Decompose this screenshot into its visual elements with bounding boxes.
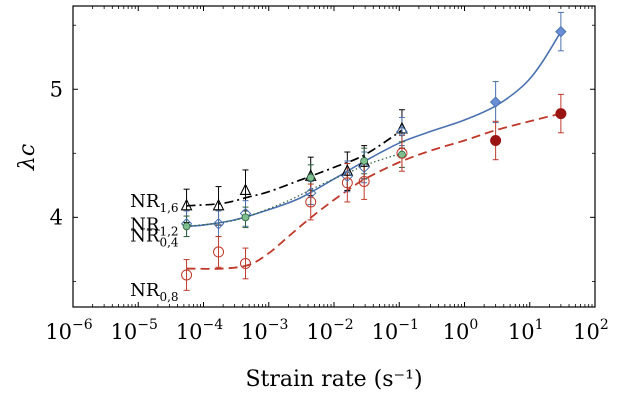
marker-0-8: [213, 246, 225, 258]
series-label-main: NR: [130, 225, 160, 246]
x-tick-exponent: −5: [137, 317, 158, 333]
series-label-0-8: NR0,8: [130, 280, 178, 304]
x-tick-base: 10: [176, 320, 203, 344]
marker-1-6: [212, 198, 225, 211]
y-axis-label-text: λc: [15, 144, 40, 171]
marker-1-2: [555, 25, 567, 38]
marker-0-4: [306, 173, 315, 182]
marker-0-4: [360, 157, 369, 165]
marker-1-6: [341, 163, 354, 176]
y-tick-label: 4: [50, 205, 63, 229]
series-label-1-6: NR1,6: [130, 191, 178, 215]
x-tick-exponent: 0: [469, 317, 478, 333]
x-tick-exponent: −6: [72, 317, 93, 333]
marker-0-8: [305, 196, 317, 208]
fit-line-1-2: [186, 31, 562, 228]
y-tick-label: 5: [50, 77, 63, 101]
x-tick-base: 10: [306, 320, 333, 344]
marker-1-6: [396, 121, 408, 134]
x-tick-exponent: 2: [600, 317, 609, 333]
x-tick-label: 10−2: [306, 317, 353, 344]
marker-1-2: [212, 218, 225, 230]
y-tick-labels: 45: [50, 77, 63, 229]
series-label-subscript: 1,2: [159, 225, 178, 239]
x-tick-label: 10−1: [372, 317, 419, 344]
series-label-subscript: 0,4: [159, 235, 178, 249]
fit-line-1-6: [186, 129, 403, 207]
fit-line-0-4: [186, 152, 403, 227]
x-tick-label: 102: [573, 317, 609, 344]
series-label-main: NR: [130, 191, 160, 212]
x-tick-base: 10: [443, 320, 470, 344]
marker-1-2: [305, 187, 317, 199]
series-label-subscript: 0,8: [159, 290, 178, 304]
marker-0-8: [555, 108, 567, 120]
series-label-1-2: NR1,2: [130, 215, 178, 239]
marker-0-8: [358, 175, 370, 187]
x-tick-base: 10: [508, 320, 535, 344]
marker-0-8: [490, 134, 502, 146]
x-axis-label: Strain rate (s⁻¹): [245, 367, 422, 392]
marker-0-8: [396, 147, 408, 159]
marker-0-8: [181, 269, 193, 281]
series-label-subscript: 1,6: [159, 201, 178, 215]
x-tick-base: 10: [241, 320, 268, 344]
marker-1-2: [489, 96, 502, 108]
x-tick-exponent: −1: [398, 317, 419, 333]
x-tick-label: 10−4: [176, 317, 223, 344]
marker-0-8: [341, 177, 353, 189]
marker-1-2: [396, 125, 408, 138]
x-tick-exponent: 1: [535, 317, 544, 333]
x-tick-label: 10−5: [111, 317, 158, 344]
y-axis-label: λc: [15, 144, 40, 171]
x-tick-labels: 10−6 10−5 10−4 10−3 10−2 10−1 100 101 102: [45, 317, 609, 344]
series-label-main: NR: [130, 215, 160, 236]
data-markers: [180, 25, 567, 281]
x-tick-label: 10−3: [241, 317, 288, 344]
marker-0-4: [182, 222, 191, 231]
x-tick-label: 101: [508, 317, 544, 344]
plot-area: [72, 5, 596, 308]
x-tick-label: 10−6: [45, 317, 92, 344]
marker-0-4: [398, 150, 406, 159]
series-label-0-4: NR0,4: [130, 225, 179, 249]
x-tick-base: 10: [573, 320, 600, 344]
axis-ticks: [72, 6, 596, 307]
marker-1-6: [239, 183, 252, 195]
marker-0-8: [239, 257, 251, 269]
x-tick-exponent: −3: [268, 317, 289, 333]
marker-1-6: [180, 198, 193, 211]
error-bars: [183, 11, 564, 291]
x-tick-base: 10: [45, 320, 72, 344]
x-tick-base: 10: [372, 320, 399, 344]
x-tick-base: 10: [111, 320, 138, 344]
x-tick-label: 100: [443, 317, 479, 344]
marker-1-2: [341, 170, 354, 183]
x-tick-exponent: −4: [203, 317, 224, 333]
marker-0-4: [241, 213, 250, 222]
x-tick-exponent: −2: [333, 317, 354, 333]
series-label-main: NR: [130, 280, 160, 301]
fit-lines: [186, 31, 562, 270]
marker-1-2: [358, 161, 370, 174]
